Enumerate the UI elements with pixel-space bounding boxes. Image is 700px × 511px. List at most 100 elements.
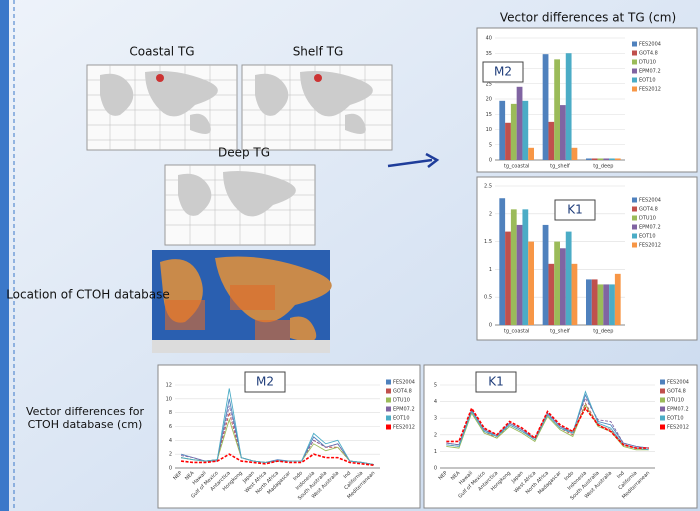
bar <box>592 158 598 160</box>
legend-swatch <box>660 398 665 403</box>
y-tick-label: 10 <box>486 127 492 133</box>
legend-swatch <box>632 216 637 221</box>
map-label: Location of CTOH database <box>6 288 170 302</box>
map-label: Deep TG <box>218 146 270 160</box>
bar <box>548 264 554 325</box>
y-tick-label: 6 <box>169 424 172 430</box>
y-tick-label: 2 <box>169 452 172 458</box>
bar <box>598 158 604 160</box>
y-tick-label: 40 <box>486 36 492 42</box>
legend-swatch <box>660 416 665 421</box>
legend-label: FES2012 <box>667 425 689 431</box>
legend-swatch <box>386 425 391 430</box>
bar <box>522 101 528 160</box>
y-tick-label: 35 <box>486 51 492 57</box>
legend-label: EPM07.2 <box>639 225 661 231</box>
x-tick-label: tg_deep <box>593 329 613 335</box>
legend-swatch <box>660 407 665 412</box>
bar <box>566 232 572 325</box>
bar <box>572 148 578 160</box>
bottom-label-box: Vector differences for CTOH database (cm… <box>10 405 160 465</box>
bar <box>609 158 615 160</box>
legend-swatch <box>660 389 665 394</box>
bar <box>586 158 592 160</box>
legend-label: EOT10 <box>639 234 656 240</box>
legend-label: EPM07.2 <box>393 407 415 413</box>
chart-panel <box>158 365 420 508</box>
bar <box>572 264 578 325</box>
y-tick-label: 0 <box>434 466 437 472</box>
legend-label: GOT4.8 <box>639 207 658 213</box>
legend-label: GOT4.8 <box>667 389 686 395</box>
legend-swatch <box>660 380 665 385</box>
legend-label: FES2012 <box>639 243 661 249</box>
legend-label: DTU10 <box>639 60 656 66</box>
bar <box>505 232 511 325</box>
legend-swatch <box>660 425 665 430</box>
legend-label: FES2012 <box>639 87 661 93</box>
legend-label: EPM07.2 <box>639 69 661 75</box>
bar <box>615 158 621 160</box>
x-tick-label: tg_deep <box>593 164 613 170</box>
x-tick-label: tg_shelf <box>550 164 570 170</box>
y-tick-label: 15 <box>486 112 492 118</box>
bar <box>522 209 528 325</box>
bar <box>511 209 517 325</box>
bar <box>499 101 505 160</box>
legend-label: DTU10 <box>667 398 684 404</box>
legend-label: GOT4.8 <box>639 51 658 57</box>
legend-swatch <box>632 198 637 203</box>
bar <box>598 284 604 325</box>
bar <box>615 274 621 325</box>
legend-swatch <box>632 243 637 248</box>
map-deep <box>165 165 315 245</box>
bar <box>586 279 592 325</box>
legend-label: FES2004 <box>639 198 661 204</box>
y-tick-label: 4 <box>169 438 172 444</box>
legend-swatch <box>386 407 391 412</box>
legend-swatch <box>632 69 637 74</box>
legend-swatch <box>632 60 637 65</box>
y-tick-label: 0.5 <box>484 295 492 301</box>
x-tick-label: tg_shelf <box>550 329 570 335</box>
legend-label: EOT10 <box>393 416 410 422</box>
y-tick-label: 1.5 <box>484 239 492 245</box>
legend-swatch <box>632 42 637 47</box>
y-tick-label: 5 <box>434 383 437 389</box>
slide: Coastal TG Shelf TG Deep TG Location of … <box>0 0 700 511</box>
y-tick-label: 20 <box>486 97 492 103</box>
chart-tag: M2 <box>494 65 512 79</box>
y-tick-label: 1 <box>489 267 492 273</box>
legend-label: FES2004 <box>393 380 415 386</box>
y-tick-label: 4 <box>434 399 437 405</box>
legend-label: EOT10 <box>639 78 656 84</box>
bar <box>603 284 609 325</box>
y-tick-label: 2.5 <box>484 184 492 190</box>
legend-swatch <box>386 416 391 421</box>
legend-swatch <box>632 225 637 230</box>
y-tick-label: 0 <box>489 323 492 329</box>
legend-swatch <box>386 398 391 403</box>
bar <box>517 87 523 160</box>
y-tick-label: 2 <box>489 211 492 217</box>
header: Vector differences at TG (cm) <box>500 11 676 25</box>
chart-tag: M2 <box>256 375 274 389</box>
bar <box>505 123 511 160</box>
legend-swatch <box>632 87 637 92</box>
legend-label: DTU10 <box>639 216 656 222</box>
y-tick-label: 0 <box>489 158 492 164</box>
y-tick-label: 3 <box>434 416 437 422</box>
bar <box>528 242 534 325</box>
legend-label: EPM07.2 <box>667 407 689 413</box>
bar <box>543 225 549 325</box>
legend-swatch <box>632 51 637 56</box>
y-tick-label: 0 <box>169 466 172 472</box>
legend-label: GOT4.8 <box>393 389 412 395</box>
legend-swatch <box>632 234 637 239</box>
bar <box>603 158 609 160</box>
bar <box>554 242 560 325</box>
bar <box>517 225 523 325</box>
legend-label: FES2004 <box>667 380 689 386</box>
side-bar <box>0 0 9 511</box>
y-tick-label: 12 <box>166 383 172 389</box>
